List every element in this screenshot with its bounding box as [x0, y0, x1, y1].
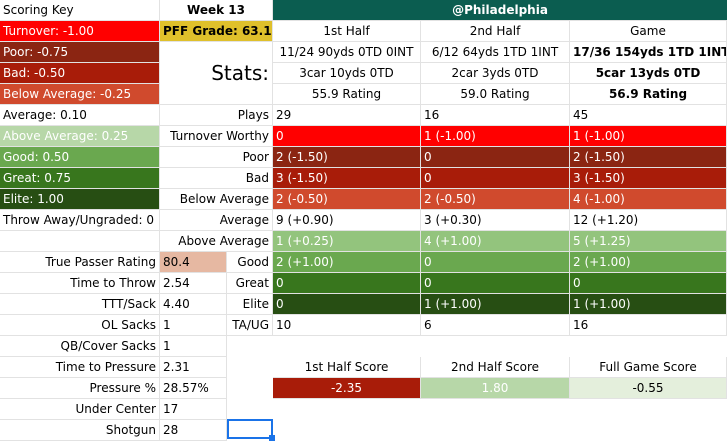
stat-passing-1st[interactable]: 11/24 90yds 0TD 0INT	[273, 42, 421, 63]
ta-ug-game[interactable]: 16	[570, 315, 727, 336]
row-label-average[interactable]: Average	[160, 210, 273, 231]
col-header-1st-half[interactable]: 1st Half	[273, 21, 421, 42]
metric-label-ttt-sack[interactable]: TTT/Sack	[0, 294, 160, 315]
stat-passing-2nd[interactable]: 6/12 64yds 1TD 1INT	[421, 42, 570, 63]
col-header-game[interactable]: Game	[570, 21, 727, 42]
metric-value-time-to-throw[interactable]: 2.54	[160, 273, 227, 294]
great-2nd[interactable]: 0	[421, 273, 570, 294]
score-value-2nd-half[interactable]: 1.80	[421, 378, 570, 399]
score-value-full-game[interactable]: -0.55	[570, 378, 727, 399]
stat-rating-1st[interactable]: 55.9 Rating	[273, 84, 421, 105]
metric-label-true-passer-rating[interactable]: True Passer Rating	[0, 252, 160, 273]
metric-value-ttt-sack[interactable]: 4.40	[160, 294, 227, 315]
metric-label-pressure-pct[interactable]: Pressure %	[0, 378, 160, 399]
turnover-game[interactable]: 1 (-1.00)	[570, 126, 727, 147]
below-average-2nd[interactable]: 2 (-0.50)	[421, 189, 570, 210]
empty-cell[interactable]	[160, 84, 273, 105]
empty-cell[interactable]	[0, 231, 160, 252]
turnover-1st[interactable]: 0	[273, 126, 421, 147]
bad-1st[interactable]: 3 (-1.50)	[273, 168, 421, 189]
stats-label[interactable]: Stats:	[160, 42, 273, 105]
poor-1st[interactable]: 2 (-1.50)	[273, 147, 421, 168]
key-good[interactable]: Good: 0.50	[0, 147, 160, 168]
row-label-good[interactable]: Good	[227, 252, 273, 273]
stat-rating-game[interactable]: 56.9 Rating	[570, 84, 727, 105]
key-great[interactable]: Great: 0.75	[0, 168, 160, 189]
stat-rushing-1st[interactable]: 3car 10yds 0TD	[273, 63, 421, 84]
pff-grade[interactable]: PFF Grade: 63.1	[160, 21, 273, 42]
above-average-2nd[interactable]: 4 (+1.00)	[421, 231, 570, 252]
plays-1st[interactable]: 29	[273, 105, 421, 126]
above-average-1st[interactable]: 1 (+0.25)	[273, 231, 421, 252]
row-label-ta-ug[interactable]: TA/UG	[227, 315, 273, 336]
ta-ug-2nd[interactable]: 6	[421, 315, 570, 336]
key-below-average[interactable]: Below Average: -0.25	[0, 84, 160, 105]
average-2nd[interactable]: 3 (+0.30)	[421, 210, 570, 231]
average-1st[interactable]: 9 (+0.90)	[273, 210, 421, 231]
key-bad[interactable]: Bad: -0.50	[0, 63, 160, 84]
score-label-1st-half[interactable]: 1st Half Score	[273, 357, 421, 378]
metric-value-ol-sacks[interactable]: 1	[160, 315, 227, 336]
stat-passing-game[interactable]: 17/36 154yds 1TD 1INT	[570, 42, 727, 63]
metric-value-shotgun[interactable]: 28	[160, 420, 227, 441]
row-label-poor[interactable]: Poor	[160, 147, 273, 168]
key-throw-away[interactable]: Throw Away/Ungraded: 0	[0, 210, 160, 231]
metric-label-shotgun[interactable]: Shotgun	[0, 420, 160, 441]
plays-game[interactable]: 45	[570, 105, 727, 126]
great-game[interactable]: 0	[570, 273, 727, 294]
metric-label-ol-sacks[interactable]: OL Sacks	[0, 315, 160, 336]
week-label[interactable]: Week 13	[160, 0, 273, 21]
below-average-game[interactable]: 4 (-1.00)	[570, 189, 727, 210]
row-label-plays[interactable]: Plays	[160, 105, 273, 126]
key-average[interactable]: Average: 0.10	[0, 105, 160, 126]
poor-game[interactable]: 2 (-1.50)	[570, 147, 727, 168]
poor-2nd[interactable]: 0	[421, 147, 570, 168]
elite-2nd[interactable]: 1 (+1.00)	[421, 294, 570, 315]
fill-handle[interactable]	[269, 435, 275, 441]
row-label-below-average[interactable]: Below Average	[160, 189, 273, 210]
stat-rushing-game[interactable]: 5car 13yds 0TD	[570, 63, 727, 84]
key-turnover[interactable]: Turnover: -1.00	[0, 21, 160, 42]
metric-value-pressure-pct[interactable]: 28.57%	[160, 378, 227, 399]
metric-label-qb-cover-sacks[interactable]: QB/Cover Sacks	[0, 336, 160, 357]
good-2nd[interactable]: 0	[421, 252, 570, 273]
row-label-turnover-worthy[interactable]: Turnover Worthy	[160, 126, 273, 147]
plays-2nd[interactable]: 16	[421, 105, 570, 126]
metric-value-under-center[interactable]: 17	[160, 399, 227, 420]
bad-2nd[interactable]: 0	[421, 168, 570, 189]
metric-label-time-to-throw[interactable]: Time to Throw	[0, 273, 160, 294]
metric-label-time-to-pressure[interactable]: Time to Pressure	[0, 357, 160, 378]
active-cell-selection[interactable]	[227, 419, 273, 439]
metric-value-true-passer-rating[interactable]: 80.4	[160, 252, 227, 273]
metric-label-under-center[interactable]: Under Center	[0, 399, 160, 420]
score-label-2nd-half[interactable]: 2nd Half Score	[421, 357, 570, 378]
col-header-2nd-half[interactable]: 2nd Half	[421, 21, 570, 42]
score-label-full-game[interactable]: Full Game Score	[570, 357, 727, 378]
bad-game[interactable]: 3 (-1.50)	[570, 168, 727, 189]
stat-rushing-2nd[interactable]: 2car 3yds 0TD	[421, 63, 570, 84]
stat-rating-2nd[interactable]: 59.0 Rating	[421, 84, 570, 105]
opponent-header[interactable]: @Philadelphia	[273, 0, 727, 21]
row-label-great[interactable]: Great	[227, 273, 273, 294]
average-game[interactable]: 12 (+1.20)	[570, 210, 727, 231]
key-elite[interactable]: Elite: 1.00	[0, 189, 160, 210]
good-game[interactable]: 2 (+1.00)	[570, 252, 727, 273]
elite-game[interactable]: 1 (+1.00)	[570, 294, 727, 315]
scoring-key-title[interactable]: Scoring Key	[0, 0, 160, 21]
key-above-average[interactable]: Above Average: 0.25	[0, 126, 160, 147]
row-label-elite[interactable]: Elite	[227, 294, 273, 315]
metric-value-time-to-pressure[interactable]: 2.31	[160, 357, 227, 378]
great-1st[interactable]: 0	[273, 273, 421, 294]
key-poor[interactable]: Poor: -0.75	[0, 42, 160, 63]
row-label-above-average[interactable]: Above Average	[160, 231, 273, 252]
metric-value-qb-cover-sacks[interactable]: 1	[160, 336, 227, 357]
ta-ug-1st[interactable]: 10	[273, 315, 421, 336]
above-average-game[interactable]: 5 (+1.25)	[570, 231, 727, 252]
below-average-1st[interactable]: 2 (-0.50)	[273, 189, 421, 210]
elite-1st[interactable]: 0	[273, 294, 421, 315]
row-label-bad[interactable]: Bad	[160, 168, 273, 189]
score-value-1st-half[interactable]: -2.35	[273, 378, 421, 399]
turnover-2nd[interactable]: 1 (-1.00)	[421, 126, 570, 147]
good-1st[interactable]: 2 (+1.00)	[273, 252, 421, 273]
